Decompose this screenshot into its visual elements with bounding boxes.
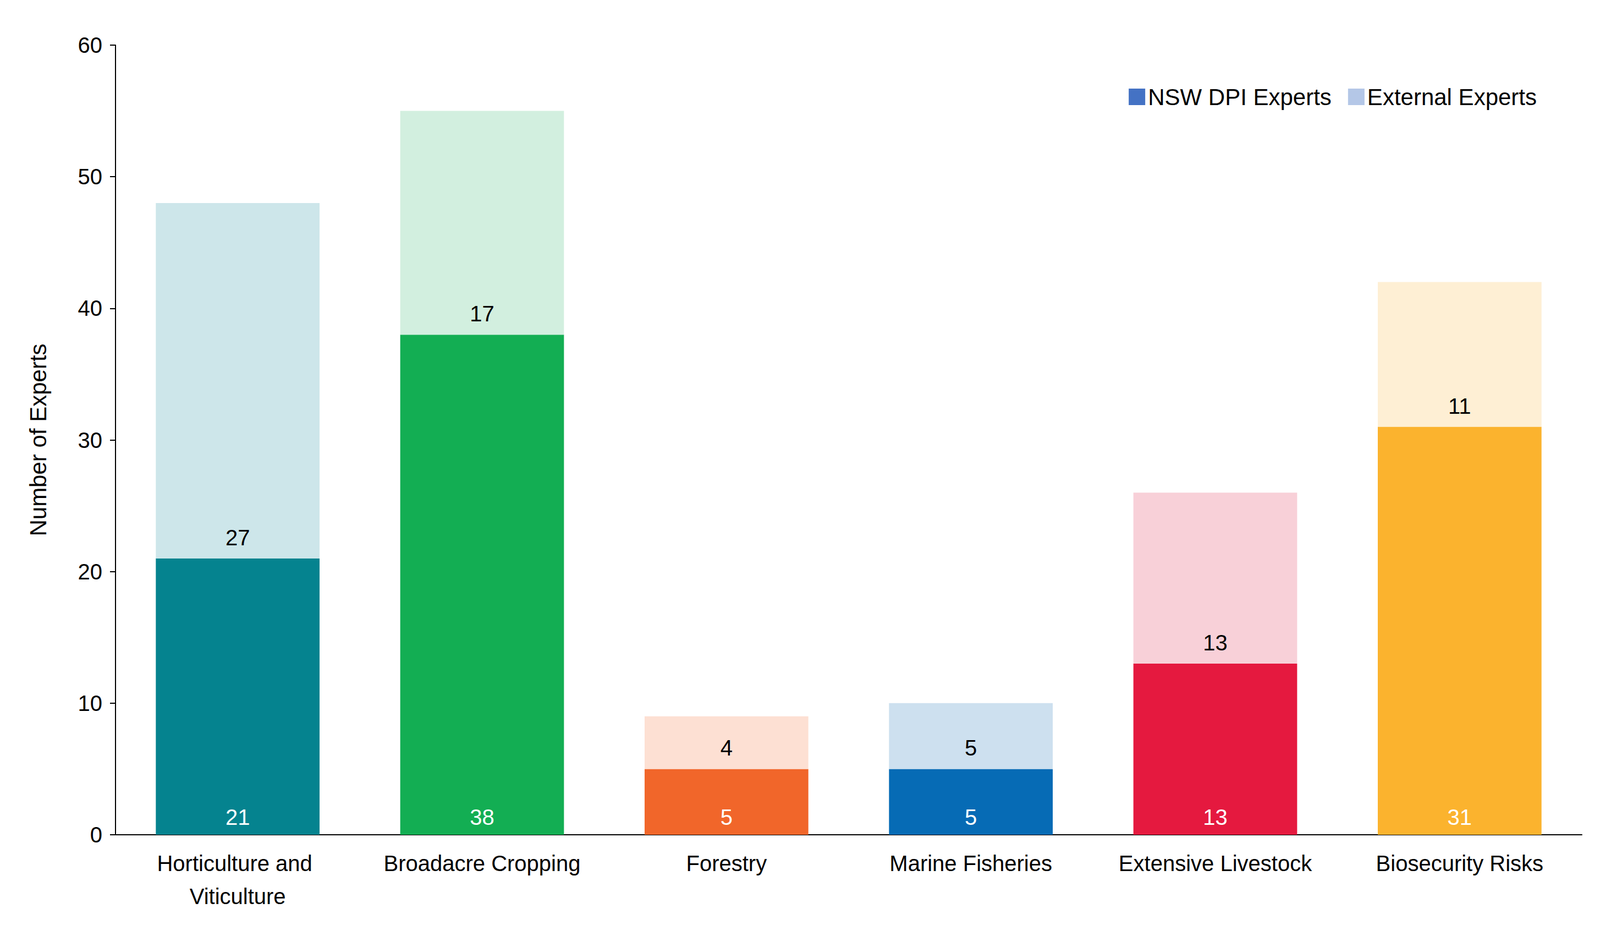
svg-text:38: 38	[469, 804, 495, 829]
svg-text:5: 5	[964, 804, 977, 829]
svg-text:11: 11	[1448, 393, 1472, 419]
svg-text:60: 60	[78, 33, 103, 58]
svg-text:Forestry: Forestry	[685, 850, 767, 876]
svg-text:Marine Fisheries: Marine Fisheries	[889, 850, 1053, 876]
svg-text:13: 13	[1202, 804, 1228, 829]
svg-text:Viticulture: Viticulture	[189, 883, 287, 909]
svg-text:5: 5	[720, 804, 733, 829]
svg-text:40: 40	[78, 295, 103, 321]
svg-text:5: 5	[964, 735, 977, 760]
svg-text:0: 0	[90, 822, 103, 847]
svg-text:Extensive Livestock: Extensive Livestock	[1118, 850, 1313, 876]
svg-text:NSW DPI Experts: NSW DPI Experts	[1147, 84, 1332, 111]
svg-text:31: 31	[1447, 804, 1473, 829]
svg-text:Horticulture and: Horticulture and	[156, 850, 318, 876]
svg-text:21: 21	[225, 804, 251, 829]
svg-text:20: 20	[78, 559, 103, 584]
svg-text:30: 30	[78, 427, 103, 453]
svg-text:Broadacre Cropping: Broadacre Cropping	[383, 850, 581, 876]
svg-text:4: 4	[720, 735, 733, 760]
svg-text:50: 50	[78, 164, 103, 189]
svg-text:17: 17	[469, 301, 495, 326]
svg-text:10: 10	[78, 690, 103, 716]
svg-text:Biosecurity Risks: Biosecurity Risks	[1376, 850, 1544, 876]
svg-text:Number of Experts: Number of Experts	[25, 343, 52, 536]
svg-text:13: 13	[1202, 630, 1228, 655]
svg-text:External Experts: External Experts	[1367, 84, 1537, 111]
svg-text:27: 27	[225, 525, 251, 550]
